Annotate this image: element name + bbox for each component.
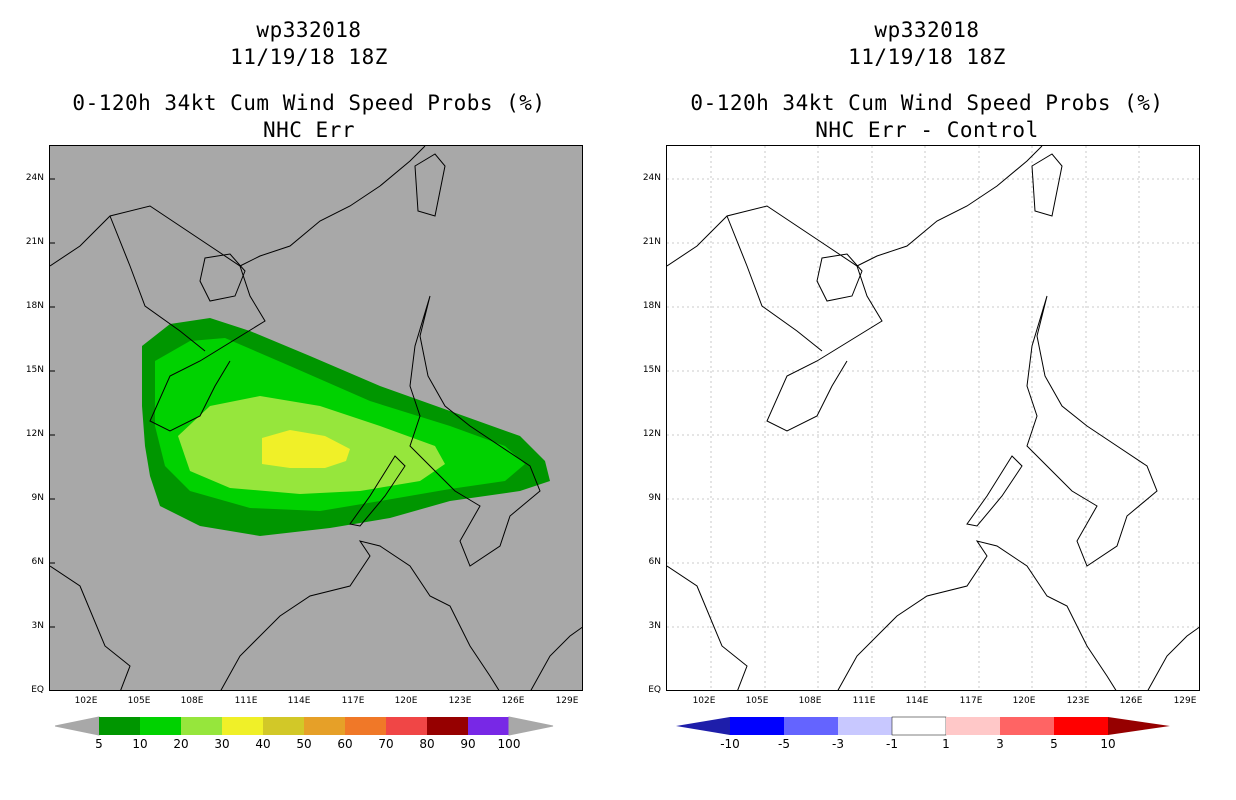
colorbar-label: 90	[460, 737, 476, 751]
colorbar-label: 60	[337, 737, 353, 751]
colorbar-label: 10	[132, 737, 148, 751]
lon-label-123e: 123E	[448, 696, 472, 706]
lon-label-108e: 108E	[798, 696, 822, 706]
colorbar-swatch-10-20	[140, 717, 181, 735]
colorbar-label: 80	[419, 737, 435, 751]
colorbar-label: 5	[1050, 737, 1058, 751]
left-panel: wp332018 11/19/18 18Z 0-120h 34kt Cum Wi…	[25, 18, 583, 751]
lat-label-21n: 21N	[25, 237, 44, 247]
colorbar-label: -3	[832, 737, 844, 751]
map-background	[667, 146, 1199, 690]
probability-colorbar	[55, 716, 554, 736]
colorbar-label: -1	[886, 737, 898, 751]
lat-label-9n: 9N	[31, 493, 44, 503]
lat-label-eq: EQ	[31, 685, 44, 695]
colorbar-swatch-5-10	[1054, 717, 1108, 735]
colorbar-label: 50	[296, 737, 312, 751]
lat-label-eq: EQ	[648, 685, 661, 695]
lat-label-24n: 24N	[642, 173, 661, 183]
lon-label-108e: 108E	[180, 696, 204, 706]
colorbar-label: 3	[996, 737, 1004, 751]
lon-label-120e: 120E	[1012, 696, 1036, 706]
right-panel: wp332018 11/19/18 18Z 0-120h 34kt Cum Wi…	[618, 0, 1236, 800]
probability-map	[49, 145, 583, 691]
lon-label-111e: 111E	[234, 696, 258, 706]
grid-ticks	[50, 178, 55, 628]
colorbar-high-arrow	[1108, 717, 1170, 735]
colorbar-label: 40	[255, 737, 271, 751]
storm-id-title: wp332018	[874, 18, 980, 42]
difference-map	[666, 145, 1200, 691]
lat-label-21n: 21N	[642, 237, 661, 247]
lat-label-24n: 24N	[25, 173, 44, 183]
colorbar-swatch-5-10	[99, 717, 140, 735]
colorbar-swatch-30-40	[222, 717, 263, 735]
colorbar-swatch-40-50	[263, 717, 304, 735]
lon-label-117e: 117E	[341, 696, 365, 706]
lat-label-3n: 3N	[31, 621, 44, 631]
colorbar-label: 10	[1100, 737, 1116, 751]
lat-label-15n: 15N	[25, 365, 44, 375]
lon-label-105e: 105E	[127, 696, 151, 706]
lon-label-102e: 102E	[74, 696, 98, 706]
colorbar-low-arrow	[55, 716, 100, 736]
colorbar-swatch-neg10-neg5	[730, 717, 784, 735]
colorbar-swatch-neg1-1	[891, 716, 947, 736]
lon-label-123e: 123E	[1066, 696, 1090, 706]
lon-label-114e: 114E	[905, 696, 929, 706]
colorbar-swatch-50-60	[304, 717, 345, 735]
colorbar-label: 5	[95, 737, 103, 751]
lat-label-9n: 9N	[648, 493, 661, 503]
lon-label-120e: 120E	[394, 696, 418, 706]
coastlines	[50, 146, 582, 690]
colorbar-label: 100	[497, 737, 521, 751]
colorbar-swatch-neg5-neg3	[784, 717, 838, 735]
lat-label-12n: 12N	[25, 429, 44, 439]
lon-label-105e: 105E	[745, 696, 769, 706]
lon-label-117e: 117E	[959, 696, 983, 706]
subtitle: NHC Err	[262, 118, 355, 142]
lat-label-6n: 6N	[648, 557, 661, 567]
colorbar-high-arrow	[508, 716, 554, 736]
lat-label-18n: 18N	[25, 301, 44, 311]
lat-label-15n: 15N	[642, 365, 661, 375]
gridlines	[667, 146, 1199, 690]
lon-label-114e: 114E	[287, 696, 311, 706]
colorbar-low-arrow	[676, 717, 730, 735]
colorbar-swatch-60-70	[345, 717, 386, 735]
colorbar-label: 20	[173, 737, 189, 751]
coastlines	[667, 146, 1199, 690]
lon-label-129e: 129E	[1173, 696, 1197, 706]
lon-label-126e: 126E	[1119, 696, 1143, 706]
colorbar-swatch-1-3	[946, 717, 1000, 735]
lon-label-102e: 102E	[692, 696, 716, 706]
colorbar-swatch-80-90	[427, 717, 468, 735]
lon-label-111e: 111E	[852, 696, 876, 706]
colorbar-swatch-3-5	[1000, 717, 1054, 735]
subtitle: NHC Err - Control	[815, 118, 1039, 142]
datetime-title: 11/19/18 18Z	[230, 45, 388, 69]
colorbar-swatch-70-80	[386, 717, 427, 735]
storm-id-title: wp332018	[256, 18, 362, 42]
colorbar-swatch-20-30	[181, 717, 222, 735]
lat-label-6n: 6N	[31, 557, 44, 567]
product-title: 0-120h 34kt Cum Wind Speed Probs (%)	[72, 91, 546, 115]
colorbar-label: -5	[778, 737, 790, 751]
product-title: 0-120h 34kt Cum Wind Speed Probs (%)	[690, 91, 1164, 115]
colorbar-swatch-neg3-neg1	[838, 717, 892, 735]
colorbar-label: -10	[720, 737, 740, 751]
colorbar-label: 70	[378, 737, 394, 751]
datetime-title: 11/19/18 18Z	[848, 45, 1006, 69]
lat-label-12n: 12N	[642, 429, 661, 439]
lat-label-18n: 18N	[642, 301, 661, 311]
colorbar-label: 30	[214, 737, 230, 751]
colorbar-swatch-90-100	[468, 717, 509, 735]
difference-colorbar	[676, 716, 1170, 736]
lon-label-126e: 126E	[501, 696, 525, 706]
lon-label-129e: 129E	[555, 696, 579, 706]
lat-label-3n: 3N	[648, 621, 661, 631]
colorbar-label: 1	[942, 737, 950, 751]
prob-contour-30	[262, 430, 350, 468]
